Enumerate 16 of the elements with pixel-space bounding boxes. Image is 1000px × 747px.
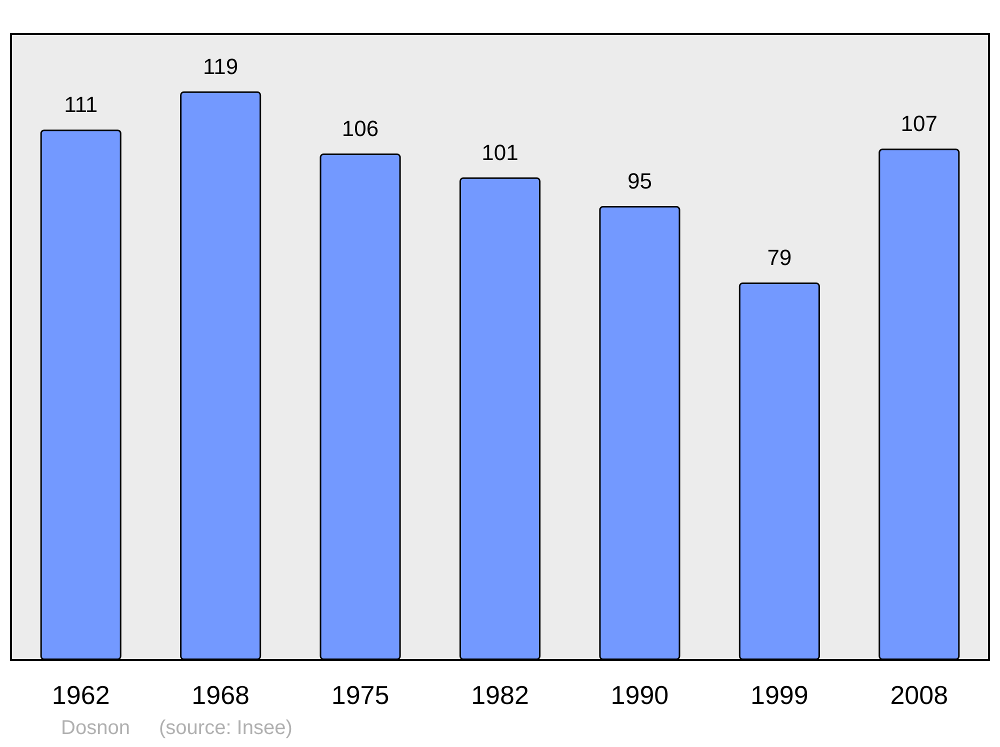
data-label: 111 bbox=[64, 92, 98, 118]
data-label: 95 bbox=[627, 168, 652, 194]
data-label: 119 bbox=[203, 54, 238, 79]
x-tick-label: 1982 bbox=[471, 680, 529, 710]
x-tick-label: 2008 bbox=[890, 680, 948, 710]
x-tick-label: 1999 bbox=[750, 680, 808, 710]
x-tick-label: 1990 bbox=[610, 680, 669, 710]
text: Dosnon bbox=[61, 717, 130, 739]
data-label: 106 bbox=[342, 116, 379, 141]
x-tick-label: 1962 bbox=[52, 680, 110, 710]
data-label: 79 bbox=[767, 244, 792, 270]
data-label: 101 bbox=[482, 140, 518, 165]
text: (source: Insee) bbox=[159, 717, 292, 739]
data-label: 107 bbox=[900, 111, 938, 136]
x-tick-label: 1968 bbox=[192, 680, 250, 710]
x-tick-label: 1975 bbox=[331, 680, 390, 710]
